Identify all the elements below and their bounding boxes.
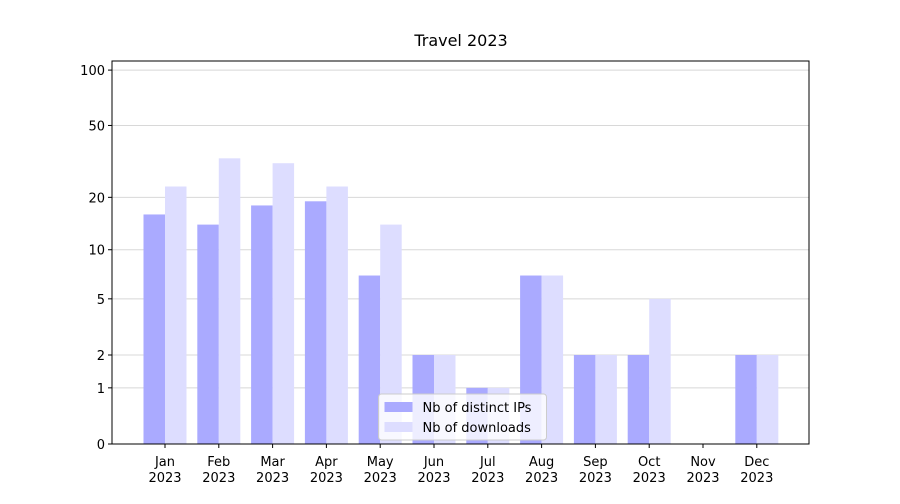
x-tick-label: Feb 2023 — [202, 455, 235, 486]
x-tick-label: Dec 2023 — [740, 455, 773, 486]
bar — [197, 224, 219, 444]
y-tick-label: 0 — [97, 438, 105, 453]
x-tick-label: Aug 2023 — [525, 455, 558, 486]
legend-label: Nb of downloads — [423, 421, 532, 436]
x-tick-label: Sep 2023 — [579, 455, 612, 486]
y-tick-label: 2 — [97, 349, 105, 364]
bar — [358, 275, 381, 444]
plot-frame — [111, 60, 810, 445]
bar — [165, 186, 187, 444]
x-tick-label: Nov 2023 — [686, 455, 719, 486]
bar — [627, 354, 650, 444]
x-tick-label: Oct 2023 — [633, 455, 666, 486]
bar — [649, 298, 671, 444]
x-tick-label: Mar 2023 — [256, 455, 289, 486]
legend-swatch — [384, 422, 413, 432]
bar — [218, 158, 241, 444]
bar — [735, 354, 757, 444]
bar — [573, 354, 596, 444]
bar — [380, 224, 402, 444]
x-tick-label: Jan 2023 — [148, 455, 181, 486]
bar — [756, 354, 779, 444]
y-tick-label: 50 — [88, 119, 105, 134]
legend-label: Nb of distinct IPs — [423, 401, 532, 416]
bar — [326, 186, 348, 444]
bar — [595, 354, 617, 444]
y-tick-label: 100 — [80, 64, 105, 79]
bar — [304, 201, 327, 444]
y-tick-label: 1 — [97, 382, 105, 397]
y-tick-label: 20 — [88, 191, 105, 206]
bar — [251, 205, 273, 444]
legend-swatch — [384, 402, 413, 412]
bar — [272, 163, 295, 444]
x-tick-label: Jun 2023 — [417, 455, 450, 486]
y-tick-label: 5 — [97, 293, 105, 308]
y-tick-label: 10 — [88, 244, 105, 259]
chart-title: Travel 2023 — [413, 31, 507, 50]
x-tick-label: May 2023 — [364, 455, 397, 486]
bar — [143, 214, 165, 444]
x-tick-label: Jul 2023 — [471, 455, 504, 486]
legend-box — [378, 393, 547, 441]
x-tick-label: Apr 2023 — [310, 455, 343, 486]
